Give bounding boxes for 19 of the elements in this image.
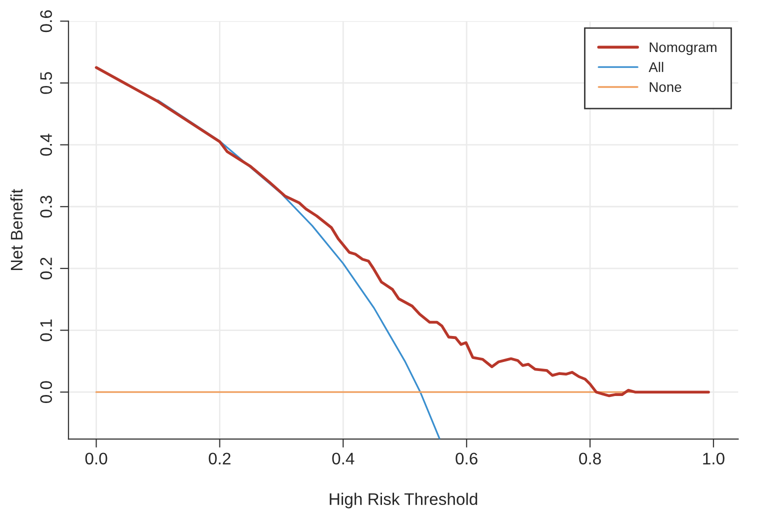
y-tick-label: 0.4 <box>40 134 52 156</box>
x-tick-label: 0.4 <box>332 452 354 465</box>
y-tick-label: 0.2 <box>40 258 52 280</box>
y-axis-title: Net Benefit <box>10 189 23 270</box>
y-tick-label: 0.0 <box>40 381 52 404</box>
legend-label: All <box>648 62 664 72</box>
x-tick-label: 0.0 <box>85 452 108 465</box>
y-tick-label: 0.1 <box>40 319 52 342</box>
x-tick-label: 0.2 <box>208 452 230 465</box>
y-tick-label: 0.6 <box>40 10 52 32</box>
x-tick-label: 0.8 <box>579 452 601 465</box>
y-tick-label: 0.3 <box>40 196 52 218</box>
legend-label: None <box>650 82 682 92</box>
legend-label: Nomogram <box>650 42 716 55</box>
x-tick-label: 1.0 <box>703 452 724 465</box>
x-axis-title: High Risk Threshold <box>330 492 478 508</box>
y-tick-label: 0.5 <box>40 72 52 94</box>
line-series <box>157 99 440 440</box>
x-tick-label: 0.6 <box>456 452 478 465</box>
